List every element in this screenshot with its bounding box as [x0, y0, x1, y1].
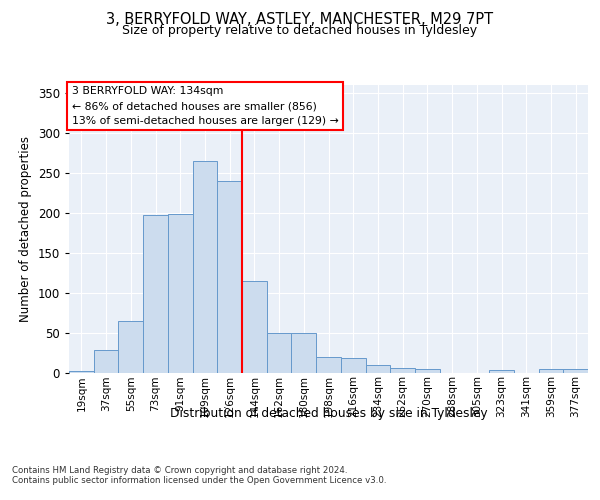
Y-axis label: Number of detached properties: Number of detached properties: [19, 136, 32, 322]
Bar: [390, 368, 415, 372]
Bar: [69, 371, 94, 372]
Bar: [341, 358, 365, 372]
Bar: [94, 350, 118, 372]
Bar: [539, 370, 563, 372]
Text: 3, BERRYFOLD WAY, ASTLEY, MANCHESTER, M29 7PT: 3, BERRYFOLD WAY, ASTLEY, MANCHESTER, M2…: [106, 12, 494, 28]
Bar: [168, 214, 193, 372]
Bar: [563, 370, 588, 372]
Bar: [267, 332, 292, 372]
Bar: [242, 280, 267, 372]
Text: 3 BERRYFOLD WAY: 134sqm
← 86% of detached houses are smaller (856)
13% of semi-d: 3 BERRYFOLD WAY: 134sqm ← 86% of detache…: [71, 86, 338, 126]
Bar: [118, 320, 143, 372]
Bar: [489, 370, 514, 372]
Bar: [316, 358, 341, 372]
Text: Distribution of detached houses by size in Tyldesley: Distribution of detached houses by size …: [170, 408, 488, 420]
Text: Contains HM Land Registry data © Crown copyright and database right 2024.: Contains HM Land Registry data © Crown c…: [12, 466, 347, 475]
Bar: [365, 364, 390, 372]
Bar: [217, 181, 242, 372]
Bar: [143, 215, 168, 372]
Text: Size of property relative to detached houses in Tyldesley: Size of property relative to detached ho…: [122, 24, 478, 37]
Text: Contains public sector information licensed under the Open Government Licence v3: Contains public sector information licen…: [12, 476, 386, 485]
Bar: [415, 368, 440, 372]
Bar: [292, 332, 316, 372]
Bar: [193, 161, 217, 372]
